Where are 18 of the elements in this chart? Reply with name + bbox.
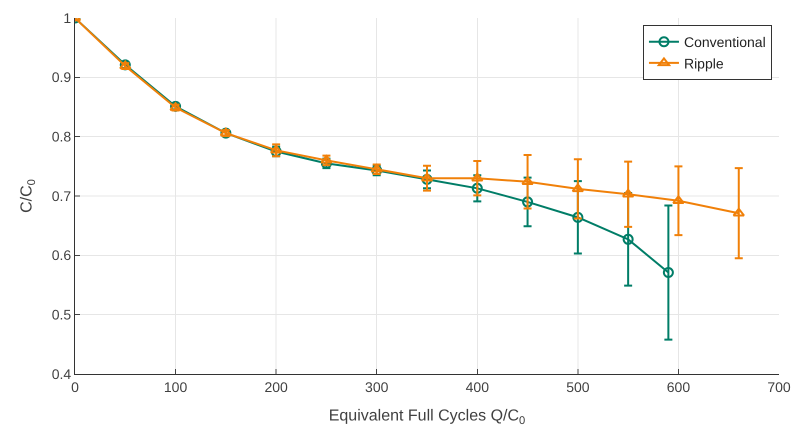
x-tick-label: 200: [264, 378, 288, 395]
y-tick-label: 0.8: [52, 128, 72, 145]
x-tick-label: 700: [767, 378, 791, 395]
x-tick-label: 500: [566, 378, 590, 395]
y-tick-label: 0.7: [52, 188, 72, 204]
x-tick-label: 100: [164, 378, 188, 395]
y-tick-label: 0.4: [52, 366, 72, 382]
legend-label: Conventional: [684, 34, 766, 50]
x-tick-label: 300: [365, 378, 389, 395]
y-tick-label: 1: [63, 10, 72, 26]
x-axis-title: Equivalent Full Cycles Q/C$_{0}$: [328, 408, 526, 427]
x-tick-label: 400: [466, 378, 490, 395]
x-tick-label: 600: [666, 378, 690, 395]
legend-label: Ripple: [684, 55, 724, 72]
y-tick-label: 0.9: [52, 69, 72, 86]
x-tick-label: 0: [71, 378, 80, 395]
y-tick-label: 0.5: [52, 306, 72, 323]
y-tick-label: 0.6: [52, 247, 72, 264]
